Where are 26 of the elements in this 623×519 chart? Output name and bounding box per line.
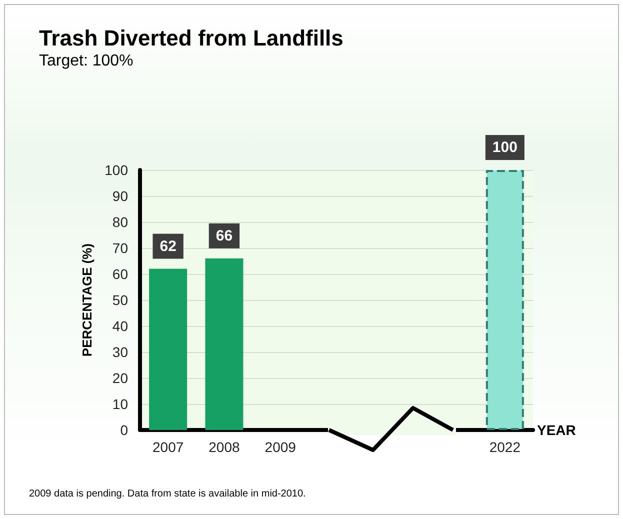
bar [205,258,244,430]
y-tick-label: 20 [112,370,128,386]
y-tick-label: 90 [112,188,128,204]
y-tick-label: 100 [104,162,128,178]
y-tick-label: 50 [112,292,128,308]
x-tick-label: 2007 [152,439,184,455]
data-label: 100 [492,139,518,156]
x-axis-title: YEAR [537,422,576,438]
y-tick-label: 10 [112,396,128,412]
x-tick-label: 2008 [208,439,240,455]
y-tick-label: 40 [112,318,128,334]
bar [149,268,188,430]
y-tick-label: 80 [112,214,128,230]
y-tick-label: 30 [112,344,128,360]
data-label: 62 [160,238,176,255]
y-tick-label: 70 [112,240,128,256]
chart-subtitle: Target: 100% [39,52,134,70]
chart-title: Trash Diverted from Landfills [39,26,344,50]
y-tick-label: 60 [112,266,128,282]
x-tick-label: 2009 [264,439,296,455]
bar [486,170,524,430]
text: 2009 data is pending. Data from state is available in mid-2010. [29,488,306,500]
x-tick-label: 2022 [489,439,521,455]
data-label: 66 [216,227,233,244]
y-tick-label: 0 [120,422,128,438]
y-axis-title: PERCENTAGE (%) [80,243,95,357]
